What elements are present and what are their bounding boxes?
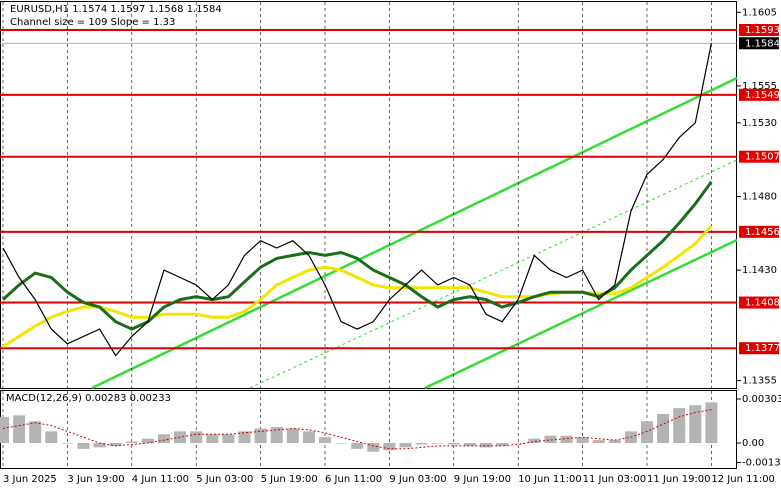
- level-label: 1.1593: [745, 25, 780, 36]
- main-panel: [0, 1, 737, 389]
- macd-bar: [447, 443, 460, 445]
- macd-bar: [399, 443, 412, 448]
- macd-bar: [319, 437, 331, 444]
- y-tick-label: -0.00134: [742, 457, 781, 468]
- macd-bar: [705, 402, 718, 444]
- macd-bar: [689, 405, 702, 444]
- y-tick-label: 0.00303: [742, 394, 781, 405]
- level-box: [739, 296, 779, 309]
- x-tick-label: 5 Jun 03:00: [196, 474, 253, 485]
- macd-bar: [351, 443, 364, 449]
- macd-bar: [335, 443, 348, 444]
- macd-bar: [528, 438, 541, 444]
- macd-bar: [592, 440, 605, 444]
- level-box: [739, 225, 779, 238]
- level-label: 1.1456: [745, 227, 780, 238]
- level-box: [739, 23, 779, 36]
- macd-bar: [254, 428, 267, 444]
- macd-bar: [109, 443, 122, 446]
- current-price-label: 1.1584: [745, 38, 780, 49]
- macd-bar: [544, 435, 557, 444]
- channel-upper: [91, 76, 738, 390]
- y-tick-label: 1.1430: [742, 265, 777, 276]
- macd-bar: [608, 440, 621, 444]
- macd-bar: [29, 421, 42, 444]
- level-box: [739, 88, 779, 101]
- x-tick-label: 5 Jun 19:00: [261, 474, 318, 485]
- macd-bar: [190, 431, 203, 444]
- macd-bar: [415, 443, 428, 445]
- macd-bar: [77, 443, 90, 449]
- x-tick-label: 11 Jun 19:00: [647, 474, 711, 485]
- macd-title: MACD(12,26,9) 0.00283 0.00233: [6, 393, 171, 404]
- macd-bar: [206, 434, 219, 444]
- x-tick-label: 3 Jun 2025: [3, 474, 57, 485]
- x-tick-label: 9 Jun 03:00: [389, 474, 446, 485]
- level-label: 1.1549: [745, 90, 780, 101]
- macd-bar: [560, 435, 573, 444]
- macd-bar: [61, 443, 74, 444]
- macd-bar: [463, 443, 476, 446]
- y-tick-label: 1.1605: [742, 7, 777, 18]
- y-tick-label: 1.1480: [742, 191, 777, 202]
- macd-bar: [673, 408, 686, 444]
- macd-bar: [431, 443, 444, 444]
- channel-lower: [424, 238, 738, 390]
- x-tick-label: 10 Jun 11:00: [518, 474, 582, 485]
- x-tick-label: 4 Jun 11:00: [132, 474, 189, 485]
- level-label: 1.1377: [745, 343, 780, 354]
- macd-bar: [270, 427, 283, 444]
- y-tick-label: 0.00: [742, 438, 764, 449]
- x-tick-label: 11 Jun 03:00: [583, 474, 647, 485]
- macd-bar: [238, 431, 251, 444]
- macd-bar: [657, 413, 670, 444]
- macd-bar: [93, 443, 106, 448]
- macd-bar: [576, 437, 589, 444]
- macd-bar: [125, 441, 138, 444]
- level-label: 1.1408: [745, 298, 780, 309]
- macd-bar: [158, 434, 170, 444]
- macd-bar: [141, 438, 154, 444]
- y-tick-label: 1.1355: [742, 376, 777, 387]
- macd-bar: [641, 421, 653, 444]
- signal-line: [2, 409, 712, 450]
- macd-bar: [383, 443, 396, 451]
- x-tick-label: 9 Jun 19:00: [454, 474, 511, 485]
- price-line: [2, 43, 712, 357]
- macd-bar: [222, 434, 235, 444]
- current-price-box: [739, 37, 779, 50]
- macd-bar: [0, 416, 9, 444]
- y-tick-label: 1.1555: [742, 81, 777, 92]
- macd-bar: [286, 428, 299, 444]
- macd-bar: [512, 443, 525, 444]
- y-tick-label: 1.1530: [742, 118, 777, 129]
- x-tick-label: 12 Jun 11:00: [711, 474, 775, 485]
- x-tick-label: 3 Jun 19:00: [67, 474, 124, 485]
- level-box: [739, 150, 779, 163]
- price-line: [2, 224, 713, 348]
- macd-bar: [45, 431, 58, 444]
- macd-bar: [367, 443, 380, 452]
- macd-bar: [13, 415, 26, 444]
- level-label: 1.1507: [745, 152, 780, 163]
- channel: [91, 76, 738, 390]
- chart-title: EURUSD,H1 1.1574 1.1597 1.1568 1.1584: [10, 4, 222, 15]
- macd-bar: [302, 431, 315, 444]
- price-line: [1, 180, 713, 331]
- macd-bar: [480, 443, 492, 448]
- macd-bar: [496, 443, 509, 446]
- level-box: [739, 342, 779, 355]
- x-tick-label: 6 Jun 11:00: [325, 474, 382, 485]
- chart-subtitle: Channel size = 109 Slope = 1.33: [10, 17, 175, 28]
